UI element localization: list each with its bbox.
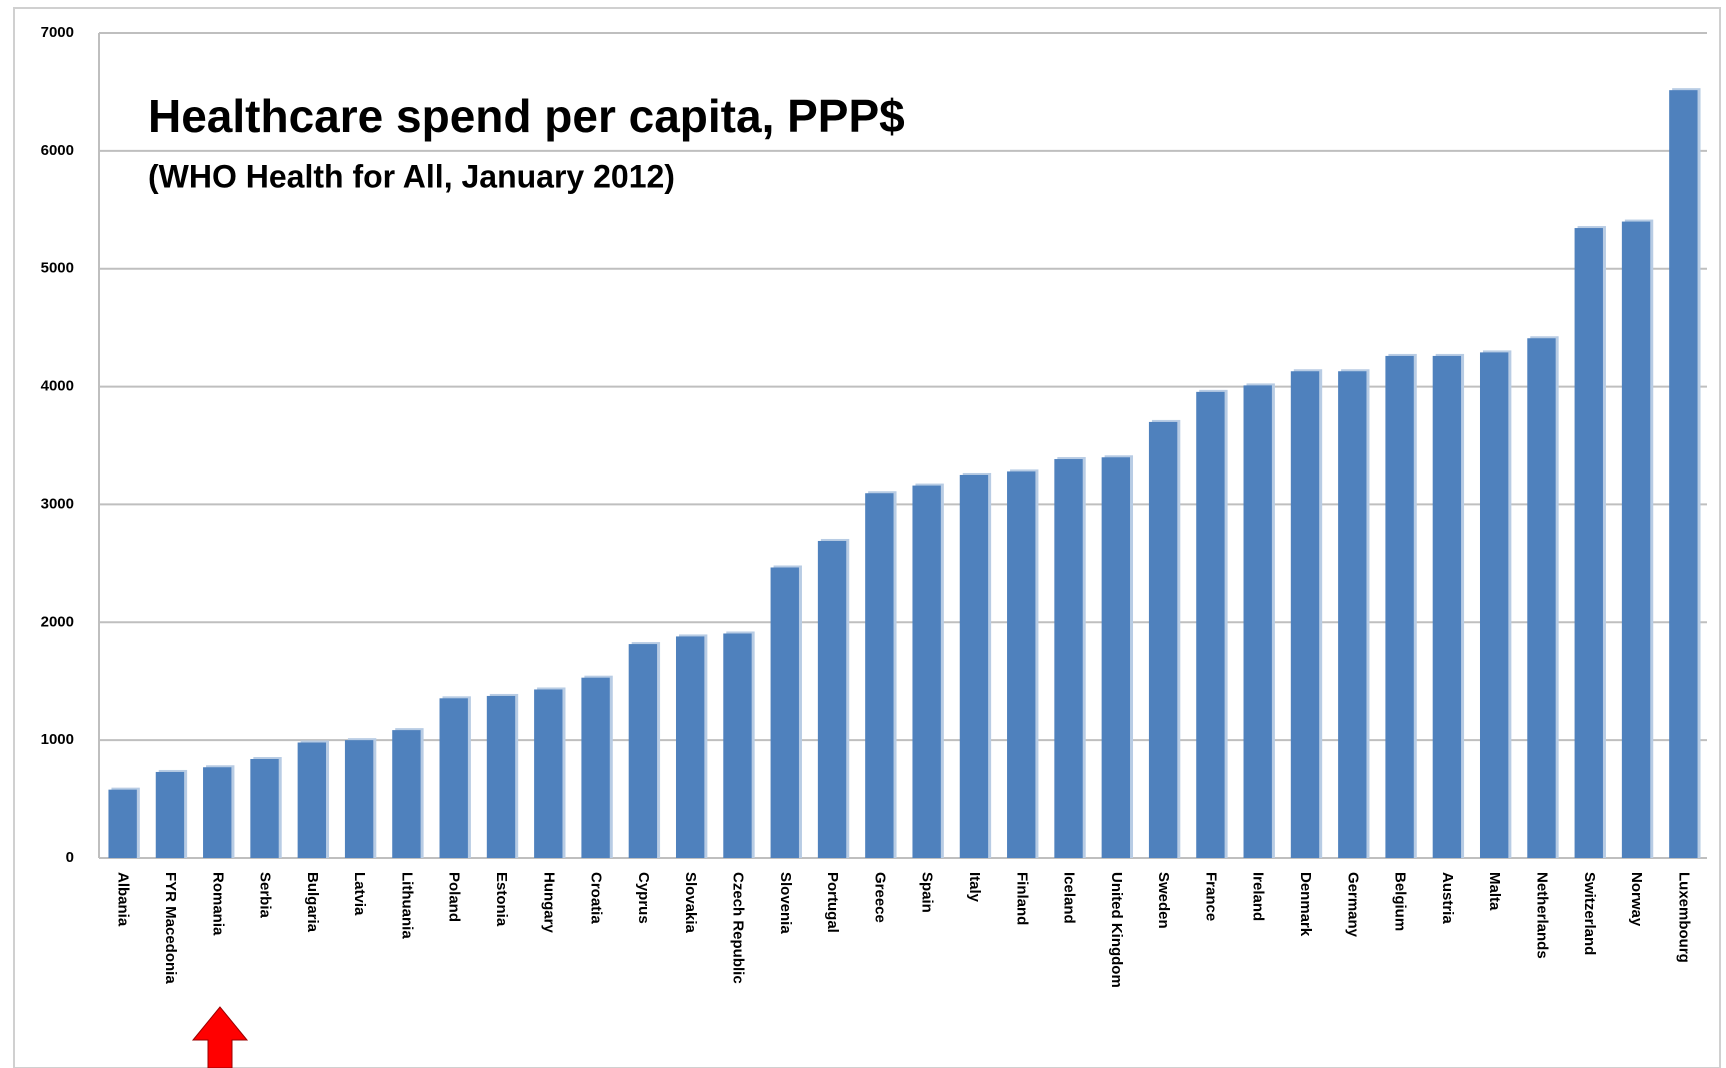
- x-tick-label: Denmark: [1297, 872, 1314, 937]
- bar: [581, 677, 610, 858]
- y-tick-label: 1000: [41, 731, 74, 748]
- highlight-arrow: [191, 1006, 249, 1068]
- x-tick-label: Czech Republic: [730, 872, 747, 984]
- bar: [1338, 371, 1367, 858]
- y-tick-label: 5000: [41, 260, 74, 277]
- bar: [1290, 371, 1320, 858]
- bar: [770, 567, 799, 858]
- x-tick-label: Slovakia: [682, 872, 699, 934]
- bar: [1574, 228, 1603, 858]
- bar: [203, 767, 232, 858]
- x-tick-label: Italy: [966, 872, 983, 903]
- x-tick-label: Netherlands: [1534, 872, 1551, 959]
- bar: [155, 771, 185, 858]
- y-tick-label: 2000: [41, 613, 74, 630]
- y-tick-label: 3000: [41, 495, 74, 512]
- bar: [297, 742, 327, 858]
- bar: [1101, 457, 1131, 858]
- bar: [534, 689, 563, 858]
- chart-title: Healthcare spend per capita, PPP$: [148, 90, 905, 142]
- x-tick-label: Serbia: [257, 872, 274, 919]
- x-tick-label: Ireland: [1250, 872, 1267, 921]
- bar: [108, 789, 137, 858]
- bar: [675, 636, 705, 858]
- bar: [817, 540, 847, 858]
- x-tick-label: Belgium: [1392, 872, 1409, 931]
- x-tick-label: Bulgaria: [304, 872, 321, 933]
- bar: [912, 485, 941, 858]
- bar: [1669, 90, 1698, 859]
- x-tick-label: Romania: [209, 872, 226, 936]
- x-tick-label: FYR Macedonia: [162, 872, 179, 984]
- x-tick-label: Sweden: [1155, 872, 1172, 929]
- x-tick-label: Austria: [1439, 872, 1456, 924]
- bar: [1148, 421, 1178, 858]
- chart-frame: [13, 7, 1721, 1068]
- x-tick-label: Lithuania: [398, 872, 415, 939]
- x-tick-label: Switzerland: [1581, 872, 1598, 955]
- x-tick-label: Portugal: [824, 872, 841, 933]
- y-tick-label: 6000: [41, 142, 74, 159]
- y-tick-label: 4000: [41, 378, 74, 395]
- bar: [1054, 459, 1083, 858]
- bar: [1527, 338, 1556, 858]
- x-tick-label: Germany: [1344, 872, 1361, 938]
- x-tick-label: Poland: [446, 872, 463, 922]
- bar: [1432, 355, 1462, 858]
- chart-subtitle: (WHO Health for All, January 2012): [148, 158, 675, 194]
- x-tick-label: Hungary: [540, 872, 557, 934]
- x-tick-label: Cyprus: [635, 872, 652, 924]
- bar: [250, 759, 279, 858]
- x-tick-label: Latvia: [351, 872, 368, 916]
- x-tick-label: Iceland: [1061, 872, 1078, 924]
- x-tick-label: Greece: [871, 872, 888, 923]
- bar: [1243, 385, 1272, 858]
- x-tick-label: Estonia: [493, 872, 510, 927]
- bar: [1479, 352, 1509, 858]
- bar: [392, 730, 421, 858]
- bar: [486, 695, 516, 858]
- bar: [1621, 221, 1651, 859]
- x-tick-label: Slovenia: [777, 872, 794, 934]
- bar: [865, 493, 894, 858]
- x-tick-label: United Kingdom: [1108, 872, 1125, 988]
- x-tick-label: Croatia: [588, 872, 605, 924]
- bar: [1385, 355, 1414, 858]
- x-tick-label: Luxembourg: [1675, 872, 1692, 963]
- bar: [1007, 471, 1036, 858]
- bar: [628, 644, 658, 858]
- bar: [1196, 391, 1225, 858]
- bar: [723, 633, 752, 858]
- x-tick-label: Finland: [1013, 872, 1030, 925]
- y-tick-label: 7000: [41, 24, 74, 41]
- y-tick-label: 0: [66, 849, 74, 866]
- x-tick-label: Albania: [115, 872, 132, 927]
- x-tick-label: Spain: [919, 872, 936, 913]
- x-tick-label: Malta: [1486, 872, 1503, 911]
- x-tick-label: Norway: [1628, 872, 1645, 927]
- bar: [439, 698, 468, 858]
- bar: [344, 740, 374, 858]
- bar: [959, 474, 989, 858]
- x-tick-label: France: [1202, 872, 1219, 921]
